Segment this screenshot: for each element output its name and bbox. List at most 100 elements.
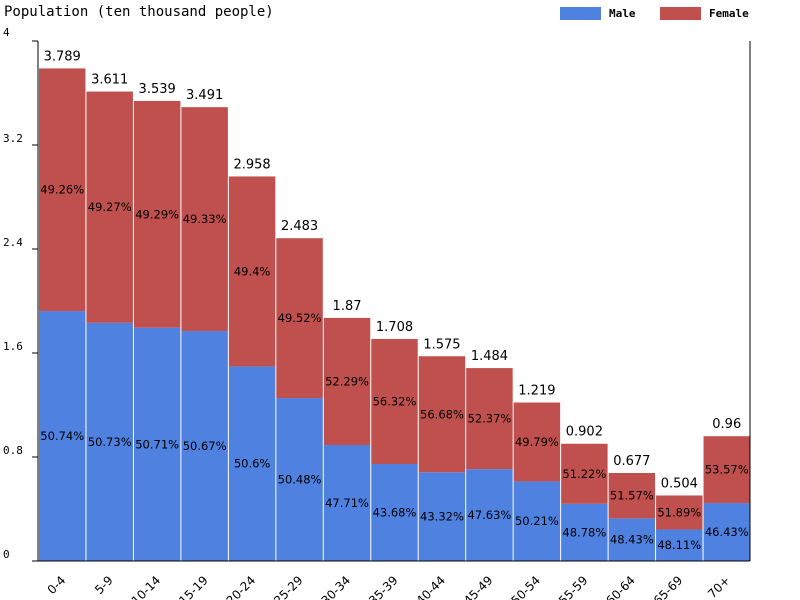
bar-male xyxy=(513,481,561,561)
male-percent-label: 50.67% xyxy=(183,439,227,453)
bar-female xyxy=(418,356,466,473)
x-tick-label: 10-14 xyxy=(129,573,164,600)
total-value-label: 1.708 xyxy=(376,320,413,335)
x-tick-label: 50-54 xyxy=(508,573,543,600)
bar-female xyxy=(466,368,513,470)
bar-male xyxy=(228,366,276,561)
bar-male xyxy=(466,469,513,561)
bar-female xyxy=(86,91,133,323)
female-percent-label: 49.29% xyxy=(135,207,179,221)
x-tick-label: 60-64 xyxy=(603,573,638,600)
total-value-label: 1.87 xyxy=(333,299,362,314)
bar-male xyxy=(703,503,750,561)
male-percent-label: 50.74% xyxy=(40,429,84,443)
x-tick-label: 65-69 xyxy=(651,573,686,600)
bar-female xyxy=(133,100,181,328)
female-percent-label: 49.52% xyxy=(278,311,322,325)
female-percent-label: 49.79% xyxy=(515,435,559,449)
x-tick-label: 5-9 xyxy=(92,573,116,597)
bar-female xyxy=(276,238,323,399)
bar-male xyxy=(418,472,466,561)
x-tick-label: 20-24 xyxy=(224,573,259,600)
male-percent-label: 50.73% xyxy=(88,435,132,449)
female-percent-label: 52.29% xyxy=(325,374,369,388)
female-percent-label: 56.68% xyxy=(420,407,464,421)
total-value-label: 1.575 xyxy=(423,337,460,352)
female-percent-label: 53.57% xyxy=(705,463,749,477)
bar-female xyxy=(656,495,703,530)
legend-male-label: Male xyxy=(609,6,636,20)
total-value-label: 1.219 xyxy=(518,384,555,399)
legend-male-swatch xyxy=(560,6,601,20)
bar-female xyxy=(228,176,276,367)
y-tick-label: 1.6 xyxy=(3,340,23,353)
male-percent-label: 48.11% xyxy=(657,538,701,552)
x-tick-label: 70+ xyxy=(705,573,733,600)
total-value-label: 0.96 xyxy=(712,417,741,432)
male-percent-label: 43.68% xyxy=(373,506,417,520)
male-percent-label: 50.71% xyxy=(135,437,179,451)
female-percent-label: 49.33% xyxy=(183,212,227,226)
legend-male: Male xyxy=(560,6,636,20)
total-value-label: 3.491 xyxy=(186,88,223,103)
bar-female xyxy=(703,436,750,504)
bar-male xyxy=(608,518,656,561)
total-value-label: 3.611 xyxy=(91,73,128,88)
bar-male xyxy=(276,398,323,561)
legend-female: Female xyxy=(660,6,749,20)
total-value-label: 0.504 xyxy=(661,476,698,491)
x-tick-label: 55-59 xyxy=(556,573,591,600)
total-value-label: 0.902 xyxy=(566,425,603,440)
bar-male xyxy=(656,529,703,561)
male-percent-label: 47.71% xyxy=(325,496,369,510)
x-tick-label: 30-34 xyxy=(319,573,354,600)
male-percent-label: 46.43% xyxy=(705,525,749,539)
bar-female xyxy=(513,402,561,482)
bar-male xyxy=(371,464,418,561)
bar-male xyxy=(39,311,86,561)
total-value-label: 2.483 xyxy=(281,219,318,234)
total-value-label: 1.484 xyxy=(471,349,508,364)
bar-female xyxy=(39,68,86,312)
total-value-label: 3.789 xyxy=(44,49,81,64)
male-percent-label: 50.48% xyxy=(278,473,322,487)
y-tick-label: 3.2 xyxy=(3,132,23,145)
legend-female-label: Female xyxy=(709,6,749,20)
bar-male xyxy=(561,503,608,561)
bar-female xyxy=(181,107,228,332)
bar-male xyxy=(181,331,228,561)
male-percent-label: 48.78% xyxy=(562,525,606,539)
female-percent-label: 51.22% xyxy=(562,467,606,481)
male-percent-label: 50.6% xyxy=(234,457,271,471)
chart-title: Population (ten thousand people) xyxy=(4,4,274,20)
female-percent-label: 49.26% xyxy=(40,183,84,197)
bar-female xyxy=(561,443,608,504)
bar-female xyxy=(323,317,371,446)
female-percent-label: 56.32% xyxy=(373,394,417,408)
y-tick-label: 0.8 xyxy=(3,444,23,457)
male-percent-label: 48.43% xyxy=(610,533,654,547)
y-tick-label: 4 xyxy=(3,26,10,39)
x-tick-label: 45-49 xyxy=(461,573,496,600)
bar-male xyxy=(133,327,181,561)
total-value-label: 2.958 xyxy=(233,157,270,172)
female-percent-label: 51.57% xyxy=(610,489,654,503)
female-percent-label: 49.4% xyxy=(234,264,271,278)
legend-female-swatch xyxy=(660,6,701,20)
female-percent-label: 49.27% xyxy=(88,200,132,214)
y-tick-label: 2.4 xyxy=(3,236,23,249)
bar-female xyxy=(608,472,656,519)
bar-male xyxy=(86,322,133,561)
total-value-label: 0.677 xyxy=(613,454,650,469)
x-tick-label: 0-4 xyxy=(45,573,69,597)
bar-female xyxy=(371,338,418,465)
male-percent-label: 47.63% xyxy=(468,508,512,522)
x-tick-label: 35-39 xyxy=(366,573,401,600)
female-percent-label: 52.37% xyxy=(468,412,512,426)
x-tick-label: 40-44 xyxy=(414,573,449,600)
x-tick-label: 25-29 xyxy=(271,573,306,600)
total-value-label: 3.539 xyxy=(139,82,176,97)
x-tick-label: 15-19 xyxy=(176,573,211,600)
bar-male xyxy=(323,445,371,561)
